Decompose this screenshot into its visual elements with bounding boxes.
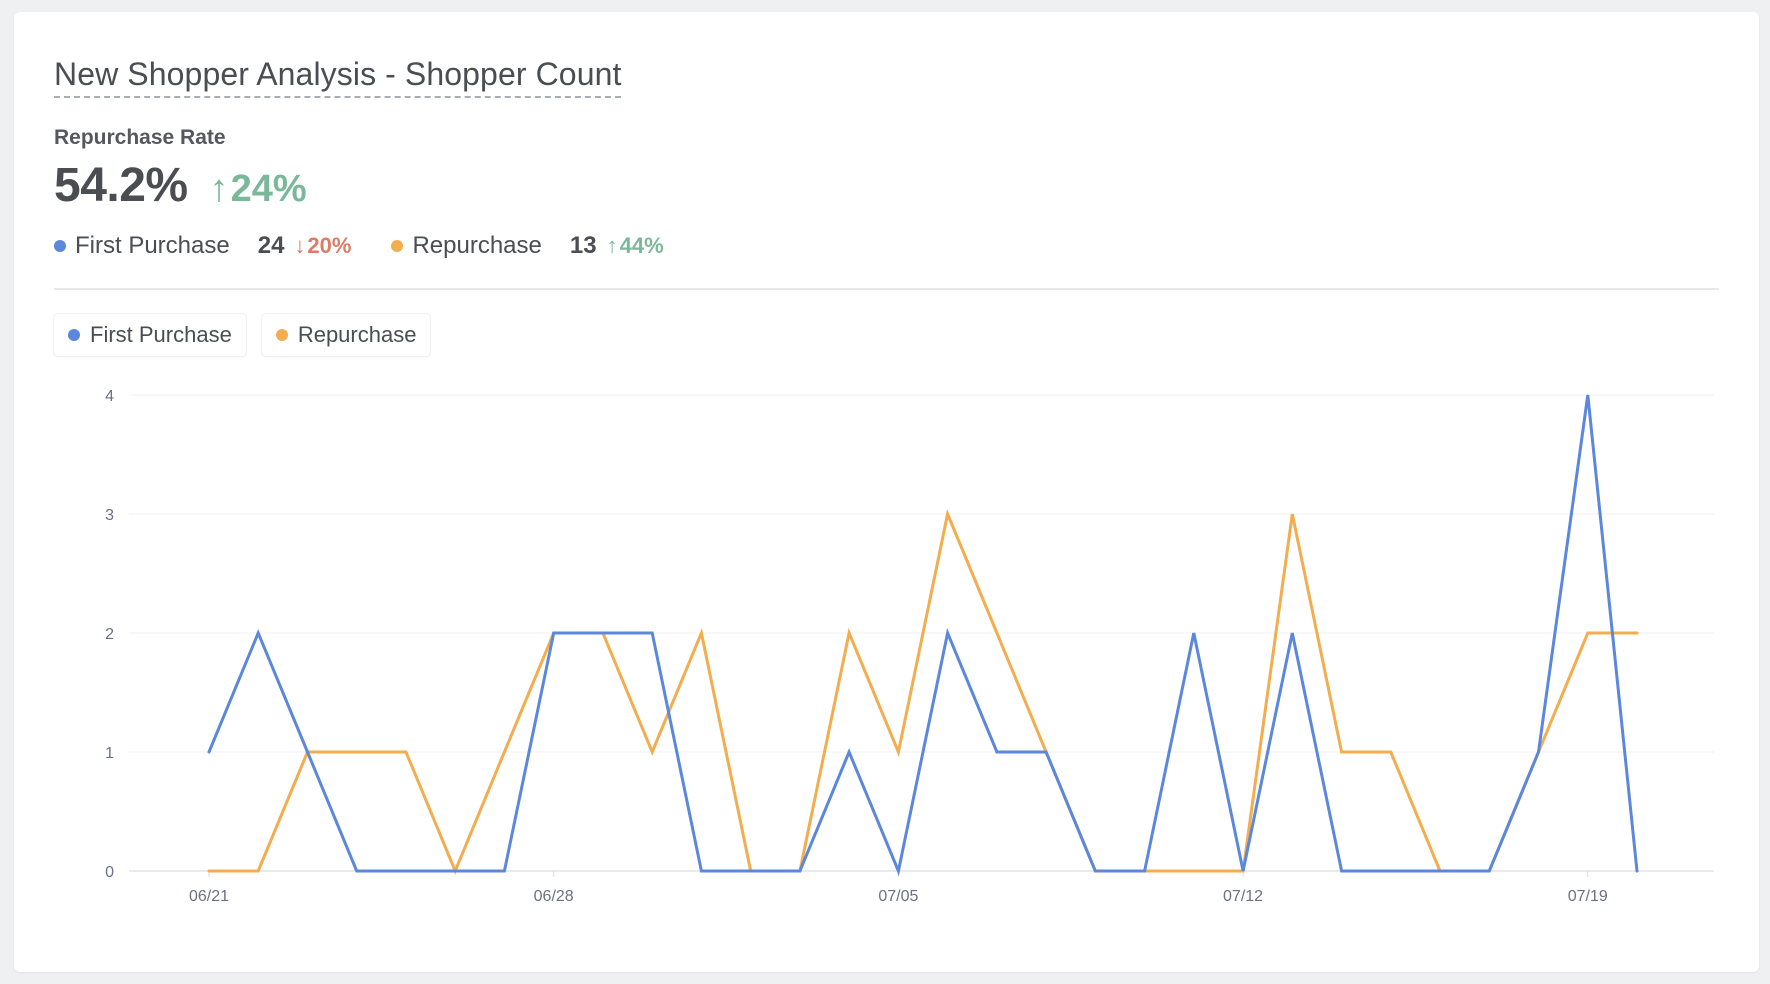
legend-item-repurchase[interactable]: Repurchase	[261, 314, 431, 356]
metric-count: 13	[569, 232, 597, 259]
arrow-up-icon: ↑	[209, 168, 229, 210]
kpi-change-value: 24%	[230, 168, 307, 210]
y-tick-label: 4	[105, 388, 114, 405]
series-line-first-purchase	[207, 394, 1639, 877]
legend-label: Repurchase	[297, 322, 417, 347]
y-tick-label: 0	[105, 864, 114, 881]
card-title[interactable]: New Shopper Analysis - Shopper Count	[54, 54, 622, 98]
chart-card: New Shopper Analysis - Shopper Count Rep…	[14, 12, 1759, 972]
y-tick-label: 3	[105, 507, 114, 524]
metric-summary: First Purchase 24 ↓20% Repurchase 13 ↑44…	[54, 232, 704, 260]
x-tick-label: 06/21	[189, 888, 229, 905]
kpi-value: 54.2%	[54, 159, 188, 212]
legend-label: First Purchase	[90, 322, 232, 347]
metric-change-value: 44%	[619, 233, 664, 258]
y-tick-label: 1	[105, 745, 114, 762]
first-purchase-dot-icon	[54, 240, 66, 252]
kpi-change: ↑24%	[210, 168, 307, 211]
first-purchase-dot-icon	[68, 329, 80, 341]
x-tick-label: 06/28	[534, 888, 574, 905]
divider	[54, 288, 1719, 290]
metric-repurchase: Repurchase 13 ↑44%	[391, 232, 664, 260]
metric-name: First Purchase	[75, 232, 230, 259]
metric-change: ↓20%	[294, 233, 351, 259]
legend-item-first-purchase[interactable]: First Purchase	[54, 314, 246, 356]
y-tick-label: 2	[105, 626, 114, 643]
x-tick-label: 07/12	[1223, 888, 1263, 905]
arrow-up-icon: ↑	[606, 233, 618, 258]
x-tick-label: 07/05	[878, 888, 918, 905]
metric-change: ↑44%	[607, 233, 664, 259]
metric-name: Repurchase	[412, 232, 542, 259]
series-line-repurchase	[207, 508, 1639, 875]
kpi-label: Repurchase Rate	[54, 126, 226, 149]
arrow-down-icon: ↓	[294, 233, 306, 258]
repurchase-dot-icon	[391, 240, 404, 252]
line-chart: 0 1 2 3 4 06/21 06/28 07/05 07/12 07/19	[105, 388, 1714, 905]
metric-change-value: 20%	[307, 233, 352, 258]
kpi-row: 54.2% ↑24%	[54, 158, 307, 213]
metric-first-purchase: First Purchase 24 ↓20%	[54, 232, 351, 260]
repurchase-dot-icon	[275, 329, 288, 341]
chart-legend: First Purchase Repurchase	[54, 314, 446, 356]
metric-count: 24	[257, 232, 285, 259]
x-tick-label: 07/19	[1568, 888, 1608, 905]
